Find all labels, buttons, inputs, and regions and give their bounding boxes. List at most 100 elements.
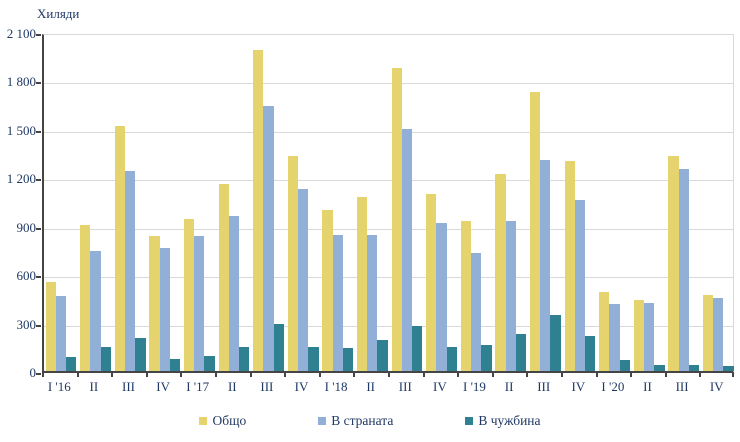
x-tick-mark (111, 372, 114, 377)
bar (135, 337, 146, 371)
bar-group-II (355, 35, 390, 371)
y-tick-mark (36, 179, 41, 182)
bar (218, 183, 229, 371)
bar (149, 236, 160, 371)
x-tick-label: II (227, 379, 237, 394)
bar (723, 366, 734, 371)
bar (436, 223, 447, 371)
bar (239, 346, 250, 371)
x-tick-mark (561, 372, 563, 377)
bar (124, 170, 136, 371)
bar (297, 188, 309, 371)
bar (426, 194, 437, 371)
bar (66, 357, 77, 371)
bar-group-II (632, 35, 667, 371)
bar-group-III (390, 35, 425, 371)
x-tick-label: I '19 (463, 379, 486, 394)
bar (377, 340, 388, 371)
bar (574, 199, 586, 371)
bar (643, 303, 655, 371)
x-tick-label: IV (571, 379, 586, 394)
bar (515, 333, 527, 371)
y-tick-label-2100: 2 100 (6, 26, 36, 41)
x-tick-label: IV (294, 379, 309, 394)
x-tick-mark (249, 372, 252, 377)
y-tick-label-1200: 1 200 (6, 171, 36, 187)
bar-group-I16 (44, 35, 79, 371)
bar (273, 324, 284, 371)
plot-area (42, 34, 734, 373)
x-tick-mark (180, 372, 183, 377)
y-tick-mark (36, 324, 41, 327)
x-tick-label: II (366, 379, 376, 394)
legend-label: Общо (212, 413, 247, 428)
y-tick-mark (36, 34, 41, 36)
bar (585, 335, 596, 371)
gridline-900 (44, 228, 733, 230)
y-tick-label-1500: 1 500 (6, 122, 36, 138)
x-tick-label: III (537, 379, 551, 394)
bar-group-I20 (598, 35, 633, 371)
x-tick-label: II (89, 379, 99, 394)
gridline-300 (44, 325, 733, 327)
bar (169, 358, 181, 371)
bar (45, 282, 56, 371)
x-tick-mark (595, 372, 598, 377)
y-tick-mark (36, 276, 41, 279)
bar (287, 156, 298, 371)
x-tick-mark (630, 372, 633, 377)
bar (564, 161, 575, 371)
bar (204, 355, 215, 371)
bar (550, 314, 561, 371)
bar (713, 297, 724, 371)
bar (263, 106, 274, 371)
bar (633, 299, 644, 371)
bar (470, 253, 482, 371)
y-axis-unit-label: Хиляди (37, 6, 80, 21)
x-tick-mark (457, 372, 460, 377)
bar-group-III (667, 35, 702, 371)
bar (55, 295, 67, 371)
legend: Общо В страната В чужбина (0, 413, 740, 429)
x-tick-label: III (121, 379, 135, 394)
bar (114, 125, 125, 371)
x-tick-mark (388, 372, 390, 377)
bar (609, 304, 620, 371)
bar (412, 325, 423, 371)
bar-group-I19 (459, 35, 494, 371)
bar (481, 345, 492, 371)
bar (356, 196, 368, 371)
x-tick-label: IV (709, 379, 724, 394)
x-tick-mark (353, 372, 356, 377)
x-tick-mark (318, 372, 321, 377)
x-tick-label: III (675, 379, 689, 394)
x-tick-mark (215, 372, 217, 377)
bar (668, 156, 679, 371)
bar-group-II (79, 35, 114, 371)
bar (702, 295, 714, 371)
x-tick-mark (145, 372, 148, 377)
y-tick-label-300: 300 (16, 316, 37, 332)
legend-swatch (199, 417, 208, 425)
bar-group-IV (563, 35, 598, 371)
x-tick-mark (664, 372, 667, 377)
bar (228, 216, 240, 371)
legend-item: В чужбина (465, 413, 541, 429)
legend-label: В чужбина (478, 413, 541, 428)
bar (654, 365, 665, 371)
bar (159, 248, 170, 371)
bar (332, 234, 343, 371)
x-tick-label: III (398, 379, 412, 394)
bar (367, 235, 378, 371)
bar (460, 220, 471, 371)
bar (322, 209, 333, 371)
x-tick-mark (699, 372, 702, 377)
bar (678, 169, 689, 371)
bar-group-I17 (182, 35, 217, 371)
x-tick-label: I '17 (186, 379, 210, 394)
bar (495, 174, 506, 371)
y-tick-label-900: 900 (16, 219, 37, 235)
y-tick-label-600: 600 (16, 268, 37, 284)
bar (194, 236, 205, 371)
bar (308, 346, 319, 371)
